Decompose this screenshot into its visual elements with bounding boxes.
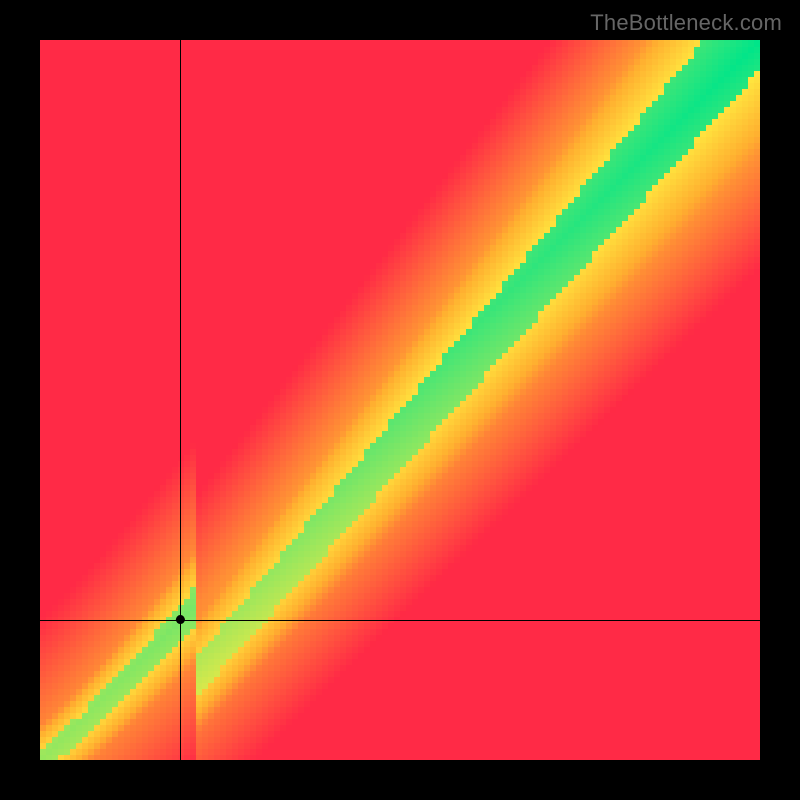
watermark-text: TheBottleneck.com [590, 10, 782, 36]
bottleneck-heatmap [40, 40, 760, 760]
chart-container: { "watermark": { "text": "TheBottleneck.… [0, 0, 800, 800]
